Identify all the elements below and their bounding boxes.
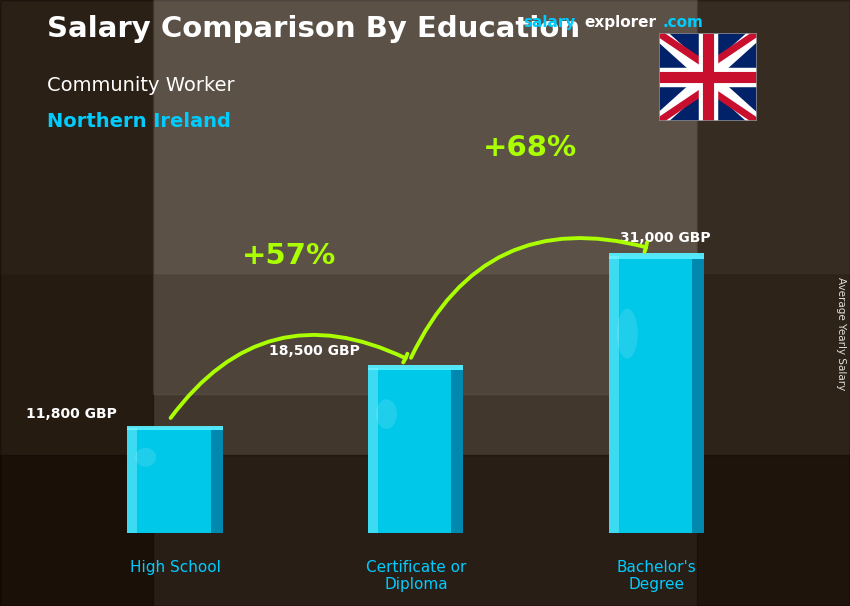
Text: +57%: +57%: [242, 242, 337, 270]
Text: explorer: explorer: [584, 15, 656, 30]
Bar: [609, 256, 619, 533]
Text: Bachelor's
Degree: Bachelor's Degree: [617, 559, 696, 592]
Text: +68%: +68%: [483, 134, 577, 162]
Bar: [128, 428, 138, 533]
Bar: [153, 0, 697, 394]
Text: 31,000 GBP: 31,000 GBP: [620, 231, 711, 245]
Bar: [0, 0, 850, 273]
Bar: [368, 365, 463, 370]
Bar: [692, 256, 705, 533]
Ellipse shape: [617, 308, 638, 359]
Bar: [451, 368, 463, 533]
Bar: [128, 426, 223, 430]
Text: Community Worker: Community Worker: [47, 76, 235, 95]
Text: Average Yearly Salary: Average Yearly Salary: [836, 277, 846, 390]
Text: .com: .com: [662, 15, 703, 30]
Bar: [0, 0, 153, 606]
Bar: [609, 253, 705, 259]
Bar: [0, 454, 850, 606]
Text: 11,800 GBP: 11,800 GBP: [26, 407, 116, 421]
Text: 18,500 GBP: 18,500 GBP: [269, 344, 360, 358]
Text: Certificate or
Diploma: Certificate or Diploma: [366, 559, 466, 592]
Ellipse shape: [376, 399, 397, 429]
Text: Salary Comparison By Education: Salary Comparison By Education: [47, 15, 580, 43]
Bar: [211, 428, 223, 533]
Text: salary: salary: [523, 15, 575, 30]
Bar: [697, 0, 850, 606]
Ellipse shape: [135, 448, 156, 467]
Bar: [368, 368, 451, 533]
Bar: [368, 368, 378, 533]
Bar: [128, 428, 211, 533]
Text: Northern Ireland: Northern Ireland: [47, 112, 230, 131]
Text: High School: High School: [129, 559, 220, 574]
Bar: [609, 256, 692, 533]
